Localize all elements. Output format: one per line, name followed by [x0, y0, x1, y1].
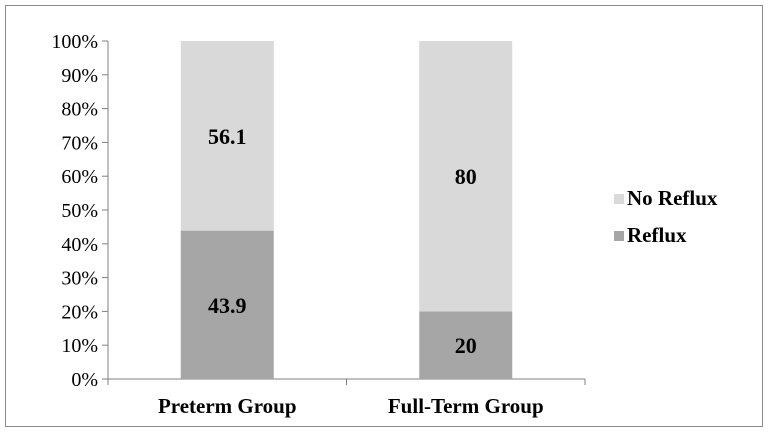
- y-tick-label: 20%: [61, 301, 98, 323]
- bar-segment-no-reflux: [180, 41, 274, 231]
- y-tick-label: 40%: [61, 234, 98, 256]
- data-label: 56.1: [208, 124, 247, 149]
- legend-label: Reflux: [627, 223, 687, 247]
- x-category-label: Full-Term Group: [388, 394, 544, 418]
- y-tick-label: 70%: [61, 132, 98, 154]
- data-label: 20: [455, 333, 477, 358]
- bar-segment-reflux: [419, 311, 513, 379]
- bar-segment-reflux: [180, 230, 274, 379]
- data-label: 43.9: [208, 293, 247, 318]
- y-tick-label: 60%: [61, 166, 98, 188]
- legend-swatch: [614, 231, 624, 241]
- chart-frame: [5, 5, 763, 427]
- bar-segment-no-reflux: [419, 41, 513, 312]
- y-tick-label: 80%: [61, 99, 98, 121]
- y-tick-label: 10%: [61, 335, 98, 357]
- y-tick-label: 50%: [61, 200, 98, 222]
- legend-swatch: [614, 194, 624, 204]
- y-tick-label: 0%: [71, 369, 98, 391]
- y-tick-label: 90%: [61, 65, 98, 87]
- x-category-label: Preterm Group: [158, 394, 297, 418]
- y-tick-label: 100%: [51, 31, 98, 53]
- legend-label: No Reflux: [627, 186, 718, 210]
- y-tick-label: 30%: [61, 268, 98, 290]
- data-label: 80: [455, 164, 477, 189]
